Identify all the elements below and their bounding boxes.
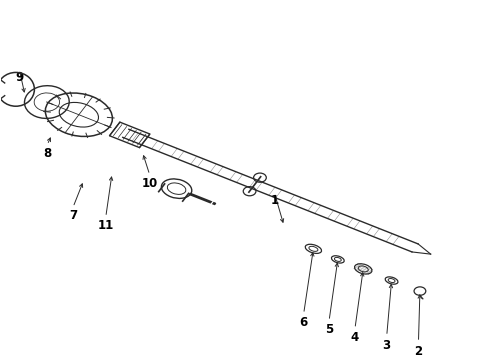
Text: 8: 8 [43, 147, 51, 160]
Text: 4: 4 [351, 331, 359, 344]
Text: 11: 11 [98, 219, 114, 232]
Text: 9: 9 [15, 71, 24, 84]
Text: 3: 3 [383, 339, 391, 352]
Text: 1: 1 [270, 194, 278, 207]
Text: 2: 2 [415, 345, 422, 357]
Text: 5: 5 [325, 324, 333, 337]
Text: 10: 10 [142, 177, 158, 190]
Text: 6: 6 [299, 316, 308, 329]
Text: 7: 7 [69, 209, 77, 222]
